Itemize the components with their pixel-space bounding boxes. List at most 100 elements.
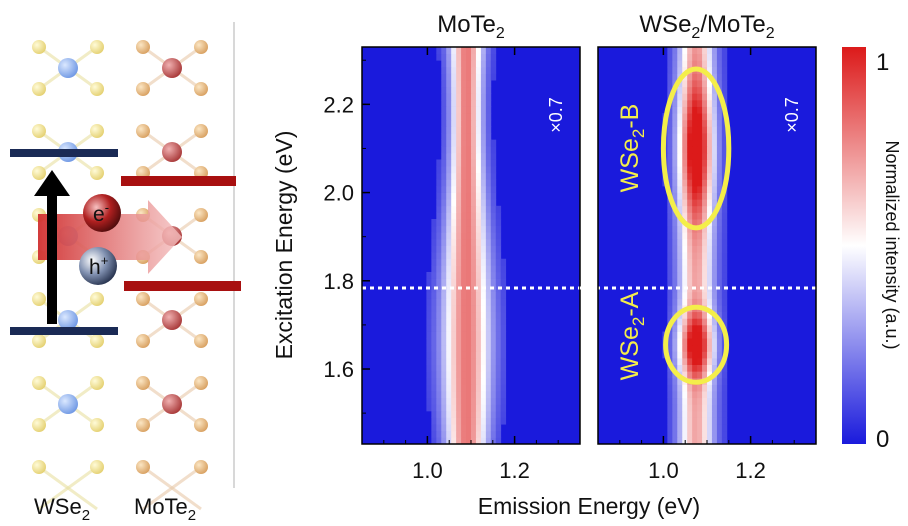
mote2-heatmap-cell <box>495 331 502 339</box>
hetero-heatmap-cell <box>702 245 708 253</box>
hetero-heatmap-cell <box>711 410 718 418</box>
mote2-heatmap-cell <box>471 311 477 319</box>
hetero-heatmap-cell <box>672 172 678 180</box>
mote2-heatmap-cell <box>451 73 457 81</box>
hetero-heatmap-cell <box>687 391 693 399</box>
mote2-heatmap-cell <box>500 338 507 346</box>
mote2-heatmap-cell <box>446 404 452 412</box>
hetero-heatmap-cell <box>687 119 693 127</box>
mote2-heatmap-cell <box>480 245 487 253</box>
hetero-heatmap-cell <box>716 252 723 260</box>
hetero-heatmap-cell <box>672 232 678 240</box>
mote2-heatmap-cell <box>451 212 457 220</box>
hetero-heatmap-cell <box>682 113 688 121</box>
mote2-heatmap-cell <box>495 305 502 313</box>
mote2-heatmap-cell <box>431 258 437 266</box>
mote2-heatmap-cell <box>480 238 487 246</box>
mote2-heatmap-cell <box>485 80 492 88</box>
mote2-heatmap-cell <box>475 205 482 213</box>
hetero-heatmap-cell <box>716 80 723 88</box>
hetero-heatmap-cell <box>702 252 708 260</box>
mote2-heatmap-cell <box>431 437 437 445</box>
hetero-heatmap-cell <box>702 278 708 286</box>
mote2-heatmap-cell <box>451 258 457 266</box>
mote2-heatmap-cell <box>441 265 447 273</box>
mote2-heatmap-cell <box>475 119 482 127</box>
hetero-heatmap-cell <box>707 417 713 425</box>
hetero-heatmap-cell <box>672 106 678 114</box>
hetero-heatmap-cell <box>721 311 728 319</box>
mote2-heatmap-cell <box>461 424 467 432</box>
hetero-heatmap-cell <box>711 430 718 438</box>
mote2-heatmap-cell <box>451 93 457 101</box>
mote2-heatmap-cell <box>475 377 482 385</box>
mote2-heatmap-cell <box>436 417 442 425</box>
chalcogen-atom <box>194 250 208 264</box>
hetero-heatmap-cell <box>667 391 673 399</box>
hetero-heatmap-cell <box>672 430 678 438</box>
hetero-heatmap-cell <box>692 351 698 359</box>
hetero-heatmap-cell <box>692 384 698 392</box>
mote2-heatmap-cell <box>480 66 487 74</box>
mote2-heatmap-cell <box>475 278 482 286</box>
mote2-heatmap-cell <box>480 146 487 154</box>
mote2-heatmap-cell <box>451 305 457 313</box>
mote2-heatmap-cell <box>446 159 452 167</box>
hetero-heatmap-cell <box>682 278 688 286</box>
mote2-heatmap-cell <box>480 159 487 167</box>
mote2-heatmap-cell <box>461 351 467 359</box>
mote2-heatmap-cell <box>475 93 482 101</box>
mote2-heatmap-cell <box>436 430 442 438</box>
hetero-heatmap-cell <box>692 391 698 399</box>
mote2-heatmap-cell <box>431 265 437 273</box>
hetero-heatmap-cell <box>702 344 708 352</box>
hetero-heatmap-cell <box>721 430 728 438</box>
chalcogen-atom <box>194 334 208 348</box>
mote2-heatmap-cell <box>461 179 467 187</box>
chalcogen-atom <box>136 418 150 432</box>
mote2-heatmap-cell <box>466 93 472 101</box>
mote2-heatmap-cell <box>500 357 507 365</box>
mote2-heatmap-cell <box>471 106 477 114</box>
hetero-heatmap-cell <box>697 371 703 379</box>
mote2-scale-note: ×0.7 <box>546 97 566 133</box>
hetero-heatmap-cell <box>692 86 698 94</box>
mote2-heatmap-cell <box>475 311 482 319</box>
hetero-heatmap-cell <box>707 225 713 233</box>
mote2-heatmap-cell <box>480 86 487 94</box>
mote2-heatmap-cell <box>466 404 472 412</box>
mote2-heatmap-cell <box>466 298 472 306</box>
hetero-heatmap-cell <box>682 351 688 359</box>
mote2-heatmap-cell <box>485 285 492 293</box>
hetero-heatmap-cell <box>716 212 723 220</box>
hetero-heatmap-cell <box>692 318 698 326</box>
hetero-heatmap-cell <box>707 185 713 193</box>
hetero-heatmap-cell <box>672 384 678 392</box>
chalcogen-atom <box>136 460 150 474</box>
mote2-heatmap-cell <box>456 185 462 193</box>
hetero-heatmap-cell <box>702 331 708 339</box>
hetero-heatmap-cell <box>716 344 723 352</box>
mote2-heatmap-cell <box>436 252 442 260</box>
mote2-heatmap-cell <box>475 305 482 313</box>
chalcogen-atom <box>194 208 208 222</box>
mote2-heatmap-cell <box>475 133 482 141</box>
hetero-heatmap-cell <box>692 338 698 346</box>
mote2-heatmap-cell <box>426 311 432 319</box>
mote2-heatmap-cell <box>471 351 477 359</box>
hetero-heatmap-cell <box>692 73 698 81</box>
mote2-heatmap-cell <box>466 172 472 180</box>
mote2-heatmap-cell <box>490 311 497 319</box>
mote2-heatmap-cell <box>485 212 492 220</box>
mote2-heatmap-cell <box>431 278 437 286</box>
hetero-x-tick-label: 1.0 <box>648 458 679 483</box>
hetero-heatmap-cell <box>707 166 713 174</box>
hetero-heatmap-cell <box>721 377 728 385</box>
mote2-heatmap-cell <box>451 225 457 233</box>
mote2-heatmap-cell <box>471 60 477 68</box>
mote2-heatmap-cell <box>461 258 467 266</box>
hetero-heatmap-cell <box>721 437 728 445</box>
hetero-heatmap-cell <box>677 384 683 392</box>
hetero-x-tick-label: 1.2 <box>735 458 766 483</box>
mote2-heatmap-cell <box>461 53 467 61</box>
